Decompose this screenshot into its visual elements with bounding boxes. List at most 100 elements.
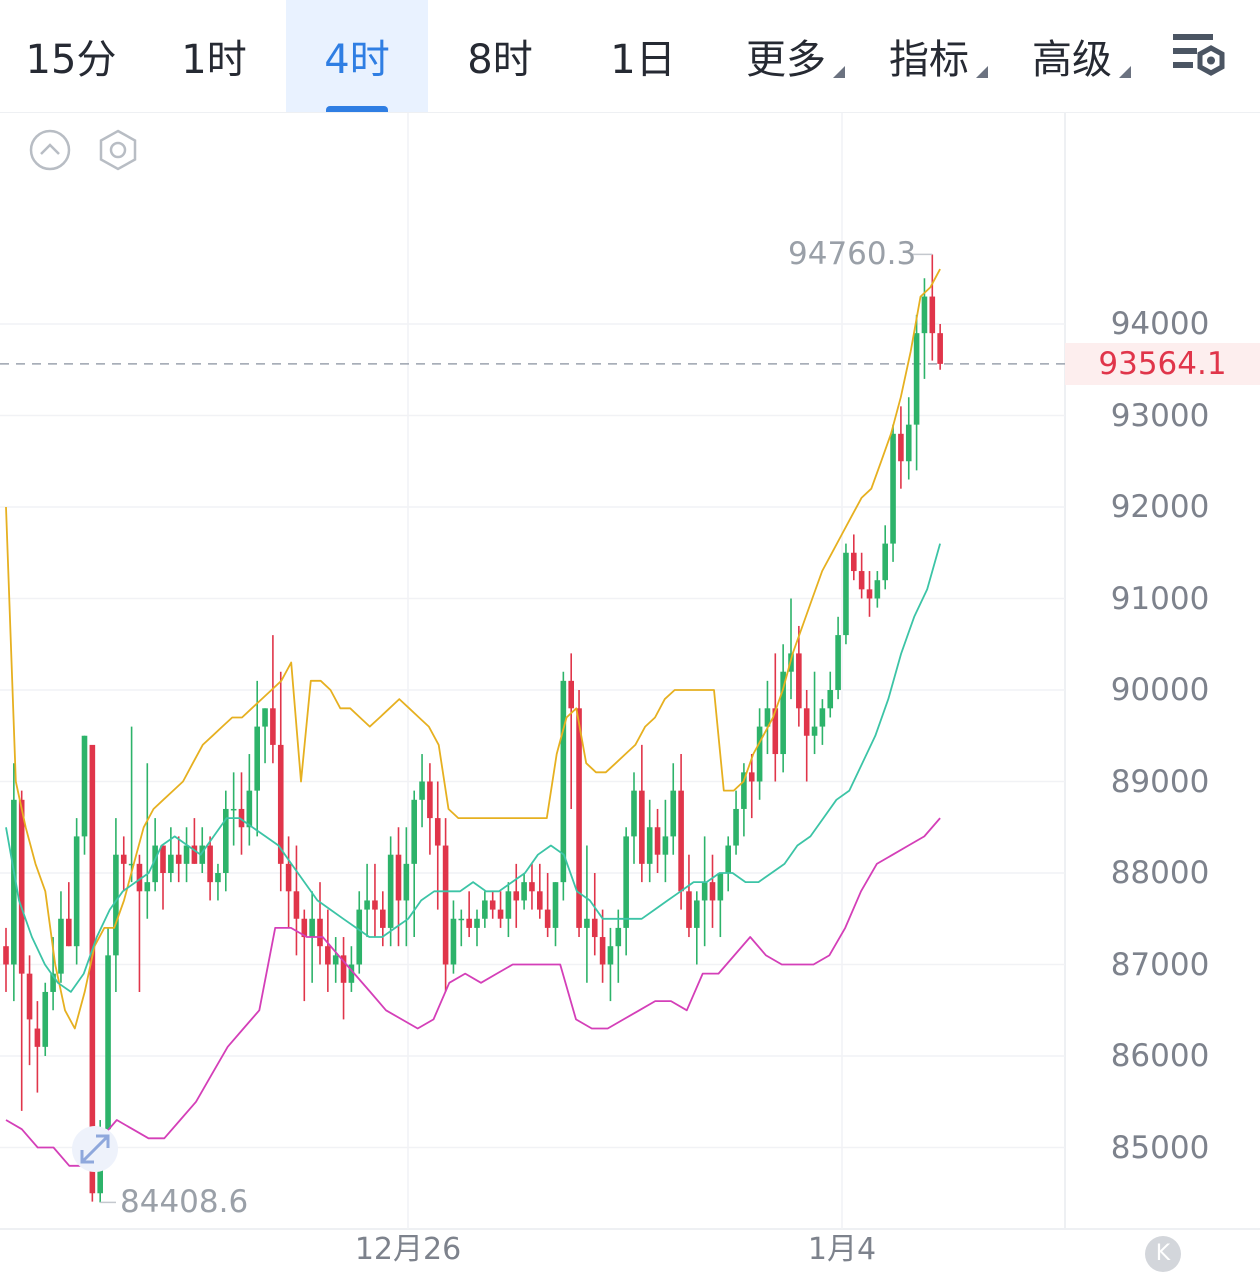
candle-down — [748, 772, 755, 782]
candle-up — [670, 790, 677, 837]
tab-more[interactable]: 更多 — [715, 0, 857, 112]
candle-up — [521, 882, 527, 901]
candle-up — [113, 854, 119, 956]
candle-down — [89, 744, 96, 1194]
candle-up — [11, 799, 17, 965]
candle-up — [230, 808, 237, 811]
collapse-up-icon[interactable] — [28, 128, 72, 172]
tab-label: 4时 — [324, 37, 390, 83]
tab-label: 1时 — [181, 37, 247, 83]
candle-up — [811, 726, 818, 736]
candle-up — [42, 991, 49, 1047]
candle-down — [497, 909, 504, 919]
tab-8h[interactable]: 8时 — [429, 0, 571, 112]
candle-down — [803, 708, 810, 736]
candle-up — [780, 671, 786, 755]
candle-up — [694, 900, 700, 928]
candle-down — [591, 918, 598, 938]
candle-down — [380, 909, 386, 928]
tab-label: 8时 — [467, 37, 533, 83]
candle-down — [654, 827, 661, 855]
candle-up — [607, 946, 614, 965]
candle-up — [482, 900, 488, 919]
y-axis-tick-label: 93000 — [1110, 397, 1210, 434]
y-axis-tick-label: 88000 — [1110, 855, 1210, 891]
candle-down — [285, 863, 292, 892]
candle-down — [238, 808, 245, 828]
indicator-line-yellow — [5, 268, 941, 1030]
candle-up — [223, 808, 229, 873]
candle-up — [505, 891, 512, 919]
candle-down — [851, 552, 857, 572]
candle-up — [717, 873, 724, 901]
tab-label: 15分 — [25, 37, 117, 83]
y-axis-tick-label: 94000 — [1110, 306, 1210, 342]
candle-up — [764, 708, 771, 727]
candle-down — [18, 799, 25, 974]
candle-down — [434, 818, 441, 846]
candle-up — [58, 918, 64, 974]
candle-down — [858, 571, 865, 590]
candle-down — [929, 296, 936, 334]
candle-up — [905, 424, 912, 462]
indicator-line-teal — [5, 543, 941, 993]
tab-label: 指标 — [889, 37, 969, 83]
candle-up — [827, 690, 834, 709]
candle-down — [513, 891, 520, 901]
candle-down — [599, 937, 606, 965]
candle-up — [921, 296, 928, 334]
candle-down — [395, 854, 402, 901]
candle-down — [489, 900, 496, 910]
expand-arrows-icon[interactable] — [70, 1124, 120, 1174]
candle-up — [882, 543, 888, 581]
chart-settings-icon[interactable] — [1165, 24, 1231, 90]
candle-up — [615, 927, 622, 947]
candlestick-chart[interactable] — [0, 113, 1260, 1230]
active-tab-indicator — [326, 106, 388, 112]
tab-4h[interactable]: 4时 — [286, 0, 428, 112]
tab-1d[interactable]: 1日 — [572, 0, 714, 112]
candle-down — [136, 863, 143, 892]
y-axis-tick-label: 85000 — [1110, 1129, 1210, 1166]
candle-down — [120, 854, 127, 864]
candle-up — [623, 836, 629, 928]
candle-up — [309, 918, 315, 938]
y-axis-tick-label: 91000 — [1110, 580, 1210, 617]
k-button[interactable]: K — [1145, 1236, 1181, 1272]
y-axis-tick-label: 86000 — [1110, 1038, 1210, 1074]
y-axis-tick-label: 89000 — [1110, 763, 1210, 800]
candle-up — [474, 918, 480, 928]
timeframe-tab-bar: 15分 1时 4时 8时 1日 更多 指标 高级 — [0, 0, 1260, 113]
tab-15min[interactable]: 15分 — [0, 0, 142, 112]
tab-label: 1日 — [610, 37, 676, 83]
x-axis-label: 12月26 — [354, 1232, 462, 1267]
y-axis-tick-label: 90000 — [1110, 672, 1210, 708]
candle-down — [301, 918, 308, 938]
candle-up — [756, 726, 763, 782]
hexagon-settings-icon[interactable] — [96, 128, 140, 172]
low-price-annotation: 84408.6 — [120, 1184, 248, 1220]
candle-down — [639, 790, 645, 864]
candle-up — [403, 863, 410, 901]
dropdown-caret-icon — [833, 66, 845, 78]
tab-1h[interactable]: 1时 — [143, 0, 285, 112]
candle-up — [128, 863, 135, 866]
tab-label: 高级 — [1032, 37, 1112, 83]
candle-down — [175, 854, 182, 864]
candle-up — [356, 909, 363, 965]
candle-up — [168, 854, 174, 873]
candle-down — [898, 433, 904, 462]
candle-up — [387, 854, 394, 928]
tab-indicators[interactable]: 指标 — [858, 0, 1000, 112]
candle-up — [364, 900, 370, 910]
candle-up — [411, 799, 417, 864]
candle-down — [34, 1028, 41, 1047]
candle-down — [576, 708, 582, 928]
candle-down — [866, 589, 873, 599]
tab-advanced[interactable]: 高级 — [1001, 0, 1143, 112]
candle-up — [646, 827, 653, 864]
candle-up — [733, 808, 739, 846]
candle-down — [66, 918, 72, 947]
candle-up — [246, 790, 253, 828]
candle-down — [325, 946, 331, 965]
